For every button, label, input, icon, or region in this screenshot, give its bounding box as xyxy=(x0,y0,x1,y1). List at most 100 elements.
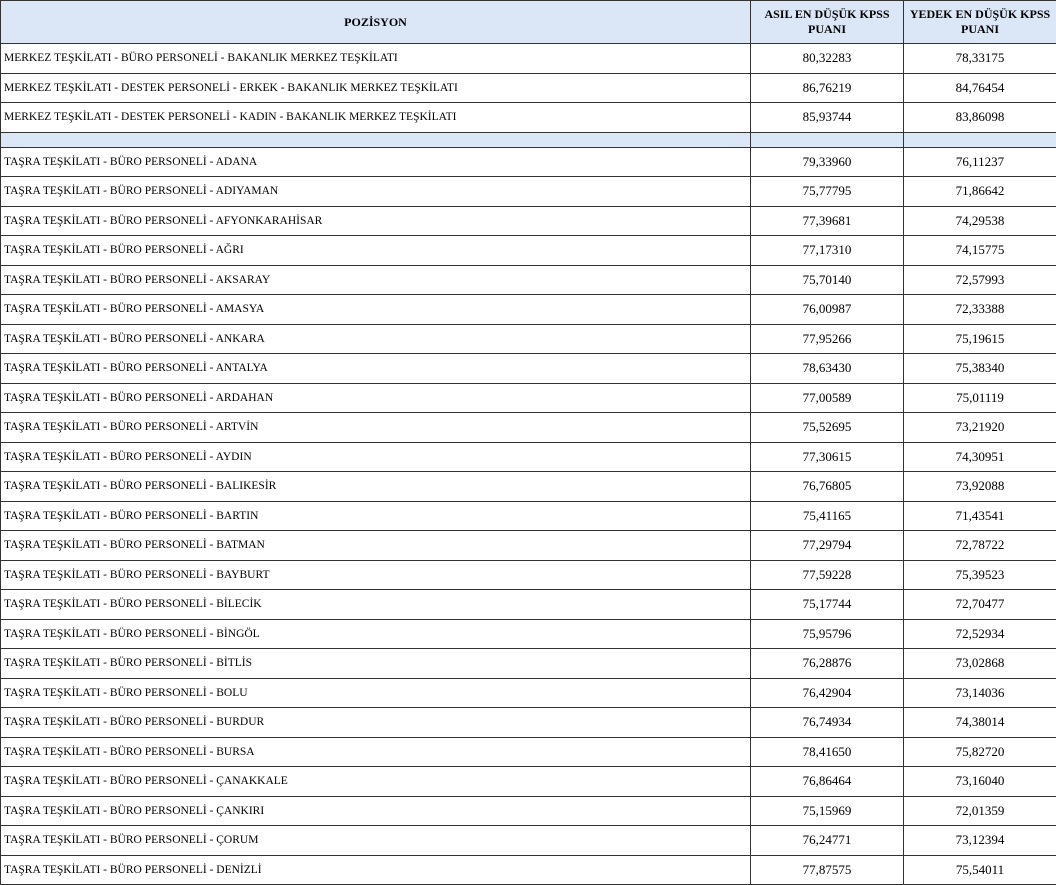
asil-score-cell: 77,17310 xyxy=(750,235,904,266)
asil-score-cell: 76,00987 xyxy=(750,294,904,325)
table-row: TAŞRA TEŞKİLATI - BÜRO PERSONELİ - BURDU… xyxy=(0,707,1056,738)
position-cell: MERKEZ TEŞKİLATI - DESTEK PERSONELİ - ER… xyxy=(0,72,751,103)
table-row: TAŞRA TEŞKİLATI - BÜRO PERSONELİ - BOLU 7… xyxy=(0,677,1056,708)
position-cell: TAŞRA TEŞKİLATI - BÜRO PERSONELİ - AYDIN xyxy=(0,441,751,472)
position-cell: TAŞRA TEŞKİLATI - BÜRO PERSONELİ - BAYBU… xyxy=(0,559,751,590)
table-row: TAŞRA TEŞKİLATI - BÜRO PERSONELİ - ADIYA… xyxy=(0,176,1056,207)
yedek-score-cell: 83,86098 xyxy=(903,102,1056,133)
asil-score-cell: 79,33960 xyxy=(750,146,904,177)
position-cell: TAŞRA TEŞKİLATI - BÜRO PERSONELİ - ADANA xyxy=(0,146,751,177)
position-cell: TAŞRA TEŞKİLATI - BÜRO PERSONELİ - ADIYA… xyxy=(0,176,751,207)
asil-score-cell: 75,17744 xyxy=(750,589,904,620)
table-row: TAŞRA TEŞKİLATI - BÜRO PERSONELİ - ARDAH… xyxy=(0,382,1056,413)
yedek-score-cell: 75,38340 xyxy=(903,353,1056,384)
position-cell: TAŞRA TEŞKİLATI - BÜRO PERSONELİ - ANTAL… xyxy=(0,353,751,384)
table-row: TAŞRA TEŞKİLATI - BÜRO PERSONELİ - ADANA… xyxy=(0,146,1056,177)
position-cell: TAŞRA TEŞKİLATI - BÜRO PERSONELİ - BARTI… xyxy=(0,500,751,531)
yedek-score-cell: 76,11237 xyxy=(903,146,1056,177)
asil-score-cell: 77,59228 xyxy=(750,559,904,590)
asil-score-cell: 77,29794 xyxy=(750,530,904,561)
asil-score-cell: 75,15969 xyxy=(750,795,904,826)
yedek-score-cell: 71,86642 xyxy=(903,176,1056,207)
yedek-score-cell: 72,57993 xyxy=(903,264,1056,295)
table-row: TAŞRA TEŞKİLATI - BÜRO PERSONELİ - BARTI… xyxy=(0,500,1056,531)
position-cell: TAŞRA TEŞKİLATI - BÜRO PERSONELİ - BALIK… xyxy=(0,471,751,502)
yedek-score-cell: 72,01359 xyxy=(903,795,1056,826)
yedek-score-cell: 73,02868 xyxy=(903,648,1056,679)
position-cell: TAŞRA TEŞKİLATI - BÜRO PERSONELİ - AĞRI xyxy=(0,235,751,266)
asil-score-cell: 78,63430 xyxy=(750,353,904,384)
position-cell: TAŞRA TEŞKİLATI - BÜRO PERSONELİ - BATMA… xyxy=(0,530,751,561)
asil-score-cell: 76,76805 xyxy=(750,471,904,502)
position-cell: TAŞRA TEŞKİLATI - BÜRO PERSONELİ - ARDAH… xyxy=(0,382,751,413)
position-cell: TAŞRA TEŞKİLATI - BÜRO PERSONELİ - DENİZ… xyxy=(0,854,751,885)
table-row: TAŞRA TEŞKİLATI - BÜRO PERSONELİ - BİTLİ… xyxy=(0,648,1056,679)
position-cell: TAŞRA TEŞKİLATI - BÜRO PERSONELİ - BOLU xyxy=(0,677,751,708)
separator-cell xyxy=(903,131,1056,148)
table-row: TAŞRA TEŞKİLATI - BÜRO PERSONELİ - BİNGÖ… xyxy=(0,618,1056,649)
position-cell: TAŞRA TEŞKİLATI - BÜRO PERSONELİ - AKSAR… xyxy=(0,264,751,295)
table-row: TAŞRA TEŞKİLATI - BÜRO PERSONELİ - AYDIN… xyxy=(0,441,1056,472)
header-asil: ASIL EN DÜŞÜK KPSS PUANI xyxy=(750,0,904,44)
table-row: TAŞRA TEŞKİLATI - BÜRO PERSONELİ - ANKAR… xyxy=(0,323,1056,354)
table-row: MERKEZ TEŞKİLATI - BÜRO PERSONELİ - BAKA… xyxy=(0,43,1056,74)
asil-score-cell: 75,95796 xyxy=(750,618,904,649)
yedek-score-cell: 72,33388 xyxy=(903,294,1056,325)
asil-score-cell: 77,95266 xyxy=(750,323,904,354)
position-cell: MERKEZ TEŞKİLATI - BÜRO PERSONELİ - BAKA… xyxy=(0,43,751,74)
position-cell: TAŞRA TEŞKİLATI - BÜRO PERSONELİ - ÇANAK… xyxy=(0,766,751,797)
separator-cell xyxy=(750,131,904,148)
position-cell: TAŞRA TEŞKİLATI - BÜRO PERSONELİ - BURSA xyxy=(0,736,751,767)
table-row: TAŞRA TEŞKİLATI - BÜRO PERSONELİ - ARTVİ… xyxy=(0,412,1056,443)
header-position: POZİSYON xyxy=(0,0,751,44)
position-cell: TAŞRA TEŞKİLATI - BÜRO PERSONELİ - AFYON… xyxy=(0,205,751,236)
asil-score-cell: 80,32283 xyxy=(750,43,904,74)
position-cell: TAŞRA TEŞKİLATI - BÜRO PERSONELİ - ÇANKI… xyxy=(0,795,751,826)
yedek-score-cell: 74,29538 xyxy=(903,205,1056,236)
merkez-section: MERKEZ TEŞKİLATI - BÜRO PERSONELİ - BAKA… xyxy=(0,43,1056,133)
asil-score-cell: 75,77795 xyxy=(750,176,904,207)
table-row: TAŞRA TEŞKİLATI - BÜRO PERSONELİ - BALIK… xyxy=(0,471,1056,502)
tasra-section: TAŞRA TEŞKİLATI - BÜRO PERSONELİ - ADANA… xyxy=(0,146,1056,885)
separator-row xyxy=(0,131,1056,148)
position-cell: TAŞRA TEŞKİLATI - BÜRO PERSONELİ - AMASY… xyxy=(0,294,751,325)
position-cell: TAŞRA TEŞKİLATI - BÜRO PERSONELİ - BURDU… xyxy=(0,707,751,738)
asil-score-cell: 76,28876 xyxy=(750,648,904,679)
yedek-score-cell: 72,78722 xyxy=(903,530,1056,561)
table-row: TAŞRA TEŞKİLATI - BÜRO PERSONELİ - AMASY… xyxy=(0,294,1056,325)
position-cell: TAŞRA TEŞKİLATI - BÜRO PERSONELİ - BİTLİ… xyxy=(0,648,751,679)
yedek-score-cell: 71,43541 xyxy=(903,500,1056,531)
asil-score-cell: 76,86464 xyxy=(750,766,904,797)
yedek-score-cell: 73,92088 xyxy=(903,471,1056,502)
yedek-score-cell: 73,16040 xyxy=(903,766,1056,797)
asil-score-cell: 76,74934 xyxy=(750,707,904,738)
position-cell: TAŞRA TEŞKİLATI - BÜRO PERSONELİ - BİNGÖ… xyxy=(0,618,751,649)
position-cell: MERKEZ TEŞKİLATI - DESTEK PERSONELİ - KA… xyxy=(0,102,751,133)
yedek-score-cell: 74,15775 xyxy=(903,235,1056,266)
yedek-score-cell: 73,21920 xyxy=(903,412,1056,443)
header-yedek: YEDEK EN DÜŞÜK KPSS PUANI xyxy=(903,0,1056,44)
table-header-row: POZİSYON ASIL EN DÜŞÜK KPSS PUANI YEDEK … xyxy=(0,0,1056,44)
position-cell: TAŞRA TEŞKİLATI - BÜRO PERSONELİ - ANKAR… xyxy=(0,323,751,354)
asil-score-cell: 77,30615 xyxy=(750,441,904,472)
table-row: TAŞRA TEŞKİLATI - BÜRO PERSONELİ - ÇANKI… xyxy=(0,795,1056,826)
yedek-score-cell: 74,30951 xyxy=(903,441,1056,472)
table-row: TAŞRA TEŞKİLATI - BÜRO PERSONELİ - AFYON… xyxy=(0,205,1056,236)
yedek-score-cell: 84,76454 xyxy=(903,72,1056,103)
asil-score-cell: 86,76219 xyxy=(750,72,904,103)
yedek-score-cell: 75,54011 xyxy=(903,854,1056,885)
yedek-score-cell: 73,12394 xyxy=(903,825,1056,856)
yedek-score-cell: 75,01119 xyxy=(903,382,1056,413)
position-cell: TAŞRA TEŞKİLATI - BÜRO PERSONELİ - ARTVİ… xyxy=(0,412,751,443)
table-row: MERKEZ TEŞKİLATI - DESTEK PERSONELİ - ER… xyxy=(0,72,1056,103)
asil-score-cell: 85,93744 xyxy=(750,102,904,133)
yedek-score-cell: 72,70477 xyxy=(903,589,1056,620)
table-row: TAŞRA TEŞKİLATI - BÜRO PERSONELİ - DENİZ… xyxy=(0,854,1056,885)
table-row: TAŞRA TEŞKİLATI - BÜRO PERSONELİ - AĞRI 7… xyxy=(0,235,1056,266)
yedek-score-cell: 78,33175 xyxy=(903,43,1056,74)
table-row: TAŞRA TEŞKİLATI - BÜRO PERSONELİ - ANTAL… xyxy=(0,353,1056,384)
yedek-score-cell: 72,52934 xyxy=(903,618,1056,649)
yedek-score-cell: 74,38014 xyxy=(903,707,1056,738)
table-row: TAŞRA TEŞKİLATI - BÜRO PERSONELİ - ÇANAK… xyxy=(0,766,1056,797)
